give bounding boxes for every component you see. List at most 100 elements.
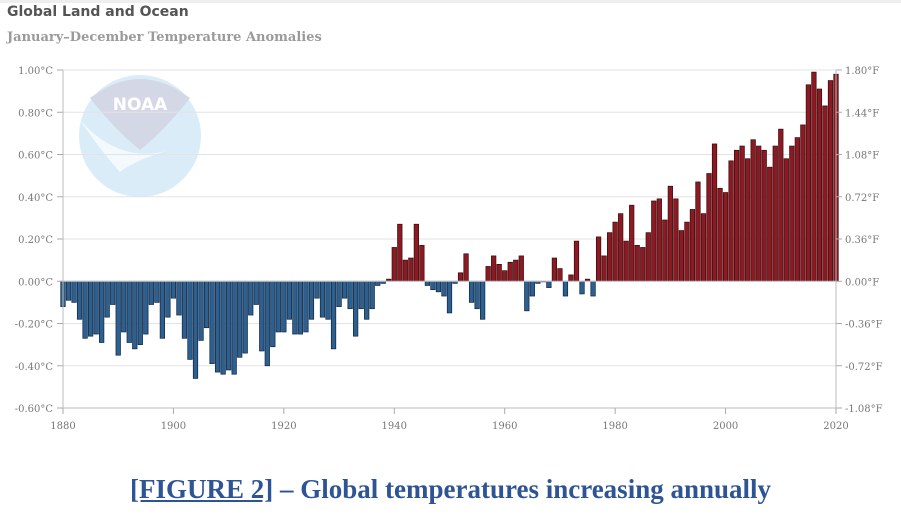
bar-1940 [391, 247, 397, 282]
bar-1993 [684, 221, 690, 282]
bar-1941 [397, 223, 403, 282]
bar-1936 [369, 280, 375, 310]
bar-1905 [198, 280, 204, 341]
bar-1896 [148, 280, 154, 305]
bar-1958 [491, 255, 497, 282]
bar-1957 [485, 266, 491, 282]
bar-1983 [629, 204, 635, 282]
bar-1985 [640, 247, 646, 282]
bar-1959 [496, 264, 502, 282]
y-tick-label: -0.20°C [15, 320, 54, 331]
bar-1943 [408, 257, 414, 282]
y-right-tick-label: 1.44°F [845, 108, 879, 119]
y-right-tick-label: 0.00°F [845, 277, 879, 288]
bar-2015 [805, 84, 812, 282]
bar-1990 [667, 185, 673, 282]
bar-1972 [568, 274, 574, 282]
bar-1912 [237, 280, 243, 358]
y-right-tick-label: -0.72°F [845, 362, 883, 373]
bar-1894 [137, 280, 143, 345]
top-border [0, 0, 901, 3]
y-right-tick-label: 1.08°F [845, 151, 879, 162]
bar-1984 [634, 244, 640, 282]
bar-1900 [170, 280, 177, 299]
bar-1934 [358, 280, 364, 310]
bar-1901 [176, 280, 182, 316]
y-tick-label: 1.00°C [18, 66, 53, 77]
bar-1960 [502, 270, 508, 282]
bar-2007 [761, 149, 767, 282]
bar-1889 [110, 280, 116, 305]
bar-1881 [65, 280, 72, 301]
bar-2003 [739, 145, 745, 282]
bar-1954 [468, 280, 475, 303]
bar-1948 [435, 280, 442, 293]
bar-1955 [474, 280, 480, 310]
bar-1884 [82, 280, 88, 339]
x-tick-label: 1880 [50, 421, 75, 432]
bar-1926 [314, 280, 320, 299]
bar-1944 [413, 223, 419, 282]
bar-1928 [325, 280, 331, 320]
bar-1919 [275, 280, 281, 333]
y-tick-label: -0.60°C [15, 404, 54, 415]
bar-1950 [446, 280, 453, 314]
bar-1888 [104, 280, 110, 318]
chart-subtitle: January–December Temperature Anomalies [7, 30, 322, 45]
bar-1892 [126, 280, 132, 343]
bar-2008 [767, 166, 773, 282]
bar-2017 [816, 88, 823, 282]
bar-1914 [248, 280, 254, 316]
bar-1932 [347, 280, 353, 310]
y-tick-label: -0.40°C [15, 362, 54, 373]
bar-1920 [281, 280, 287, 333]
bar-1981 [618, 213, 624, 282]
bar-1923 [297, 280, 304, 335]
bar-1921 [286, 280, 292, 320]
bar-2006 [756, 145, 762, 282]
bar-1929 [330, 280, 337, 350]
bar-1918 [270, 280, 276, 348]
bar-1962 [513, 259, 519, 282]
bar-2013 [794, 137, 800, 282]
bar-1899 [165, 280, 171, 318]
bar-1952 [457, 272, 464, 282]
bar-1931 [341, 280, 348, 299]
bar-1974 [579, 280, 585, 295]
y-right-tick-label: -0.36°F [845, 320, 883, 331]
bar-1927 [319, 280, 326, 318]
bar-1882 [71, 280, 77, 303]
x-tick-label: 2000 [713, 421, 738, 432]
bar-1890 [115, 280, 121, 356]
bar-1886 [93, 280, 99, 335]
y-right-tick-label: 0.36°F [845, 235, 879, 246]
bar-1968 [546, 280, 552, 288]
bar-1909 [220, 280, 226, 375]
bar-2014 [800, 124, 806, 282]
bar-1977 [595, 236, 602, 282]
bar-1988 [656, 198, 662, 282]
bar-2010 [778, 128, 784, 282]
bar-1891 [121, 280, 127, 333]
bar-1991 [673, 198, 679, 282]
figure-caption: [FIGURE 2] – Global temperatures increas… [0, 474, 901, 505]
y-tick-label: 0.00°C [18, 277, 53, 288]
x-tick-label: 1980 [602, 421, 627, 432]
bar-2005 [750, 139, 756, 282]
bar-1982 [623, 240, 629, 282]
bar-2000 [722, 192, 729, 282]
bar-1996 [700, 213, 707, 282]
bar-1930 [336, 280, 342, 307]
figure-link[interactable]: [FIGURE 2] [129, 474, 274, 504]
bar-1978 [601, 255, 607, 282]
bar-1989 [662, 219, 668, 282]
bar-1893 [132, 280, 138, 350]
bar-1970 [557, 268, 563, 282]
y-tick-label: 0.60°C [18, 151, 53, 162]
bar-1973 [573, 240, 580, 282]
bar-1883 [76, 280, 83, 320]
bar-1976 [590, 280, 596, 297]
bar-1924 [303, 280, 309, 333]
bar-2009 [772, 145, 778, 282]
